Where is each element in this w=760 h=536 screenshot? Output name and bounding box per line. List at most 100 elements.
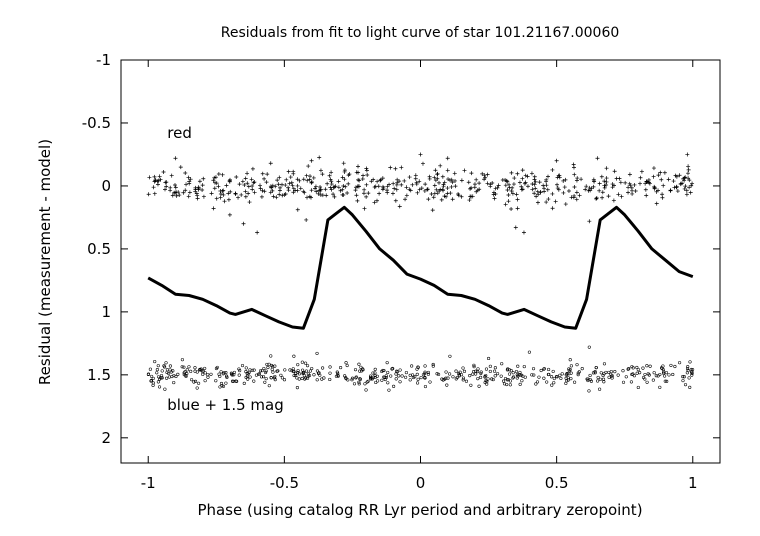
red-residual-point [584,184,589,189]
red-residual-point [342,177,347,182]
red-residual-point [515,171,520,176]
blue-residual-point [260,369,264,373]
red-residual-point [677,173,682,178]
blue-residual-point [306,374,310,378]
red-residual-point [685,152,690,157]
blue-residual-point [156,375,161,379]
red-residual-point [420,161,425,166]
red-residual-point [442,180,447,185]
red-residual-point [660,195,665,200]
blue-residual-point [292,354,296,358]
blue-residual-point [206,373,210,377]
blue-residual-point [435,372,439,376]
red-residual-point [627,181,632,186]
blue-residual-point [308,369,312,373]
red-residual-point [176,190,181,195]
blue-residual-point [505,378,509,382]
red-residual-point [493,186,498,191]
red-residual-point [332,194,337,199]
red-residual-point [342,168,347,173]
red-residual-point [356,184,361,189]
blue-residual-point [687,376,691,380]
red-residual-point [174,193,179,198]
red-residual-point [604,166,609,171]
red-residual-point [618,180,623,185]
blue-residual-point [296,363,300,367]
red-residual-point [265,172,270,177]
blue-residual-point [428,380,432,384]
blue-residual-point [221,384,226,388]
red-residual-point [357,178,362,183]
y-tick-label: 1.5 [87,366,111,384]
red-residual-point [304,173,309,178]
blue-residual-point [423,370,427,374]
red-residual-point [435,191,440,196]
red-residual-point [619,194,624,199]
blue-residual-point [690,371,694,376]
red-residual-point [626,190,631,195]
blue-residual-point [568,358,572,362]
red-residual-point [241,221,246,226]
blue-residual-point [344,361,348,365]
blue-residual-point [658,372,662,377]
blue-residual-point [357,382,361,386]
red-residual-point [445,191,450,196]
blue-residual-point [264,377,268,381]
red-residual-point [659,177,664,182]
blue-residual-point [238,369,242,373]
blue-residual-point [490,377,494,381]
blue-residual-point [310,366,314,371]
blue-residual-point [645,364,649,368]
red-residual-point [245,171,250,176]
red-residual-point [309,179,314,184]
red-residual-point [683,184,688,189]
red-residual-point [417,179,422,184]
red-residual-point [403,197,408,202]
blue-residual-point [455,375,459,380]
red-residual-point [381,186,386,191]
blue-residual-point [282,378,287,382]
blue-residual-point [539,368,543,373]
blue-residual-point [350,378,354,382]
red-residual-point [445,168,450,173]
red-residual-point [574,178,579,183]
blue-residual-point [395,369,399,373]
red-residual-point [600,195,605,200]
blue-residual-point [415,381,420,385]
blue-residual-point [508,383,512,387]
blue-residual-point [296,370,300,375]
blue-residual-point [416,377,420,381]
red-residual-point [422,188,427,193]
blue-residual-point [616,373,620,377]
blue-residual-point [641,366,645,370]
red-residual-point [187,179,192,184]
red-residual-point [546,197,551,202]
red-residual-point [602,183,607,188]
blue-residual-point [440,377,444,381]
blue-residual-point [397,374,401,378]
red-residual-point [509,170,514,175]
blue-residual-point [567,372,571,376]
blue-residual-point [198,368,202,372]
red-residual-point [647,181,652,186]
blue-residual-point [537,375,541,379]
red-residual-point [666,177,671,182]
red-residual-point [195,196,200,201]
red-residual-point [375,198,380,203]
red-residual-point [271,194,276,199]
red-residual-point [475,188,480,193]
blue-residual-point [364,388,368,392]
red-residual-point [466,180,471,185]
red-residual-point [329,170,334,175]
blue-residual-point [172,381,176,385]
red-residual-point [445,186,450,191]
red-residual-point [200,187,205,192]
blue-residual-point [602,362,607,366]
red-residual-point [328,185,333,190]
red-residual-point [561,178,566,183]
blue-residual-point [514,369,519,374]
blue-residual-point [269,354,273,358]
red-residual-point [438,163,443,168]
blue-residual-point [569,364,573,368]
blue-residual-point [518,382,522,386]
